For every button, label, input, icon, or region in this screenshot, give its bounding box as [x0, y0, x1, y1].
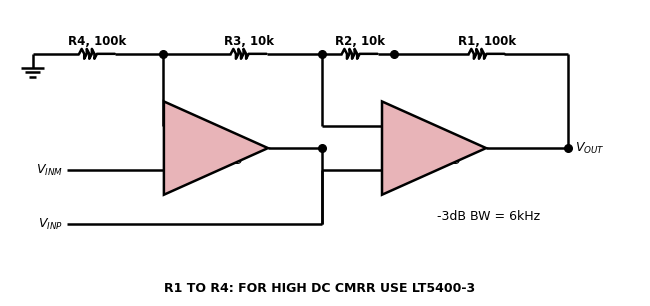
Text: −: − — [396, 121, 408, 135]
Text: $V_{INM}$: $V_{INM}$ — [36, 163, 63, 178]
Text: -3dB BW = 6kHz: -3dB BW = 6kHz — [437, 210, 540, 223]
Text: R3, 10k: R3, 10k — [224, 35, 274, 48]
Text: R1, 100k: R1, 100k — [458, 35, 515, 48]
Polygon shape — [382, 102, 486, 195]
Text: −: − — [177, 121, 189, 135]
Text: $V_{OUT}$: $V_{OUT}$ — [575, 140, 604, 156]
Text: 1/2 LT6023: 1/2 LT6023 — [173, 153, 243, 166]
Polygon shape — [164, 102, 268, 195]
Text: R1 TO R4: FOR HIGH DC CMRR USE LT5400-3: R1 TO R4: FOR HIGH DC CMRR USE LT5400-3 — [164, 282, 476, 295]
Text: $V_{INP}$: $V_{INP}$ — [38, 217, 63, 232]
Text: +: + — [396, 162, 408, 176]
Text: R4, 100k: R4, 100k — [68, 35, 126, 48]
Text: R2, 10k: R2, 10k — [335, 35, 385, 48]
Text: 1/2 LT6023: 1/2 LT6023 — [391, 153, 461, 166]
Text: +: + — [177, 162, 189, 176]
